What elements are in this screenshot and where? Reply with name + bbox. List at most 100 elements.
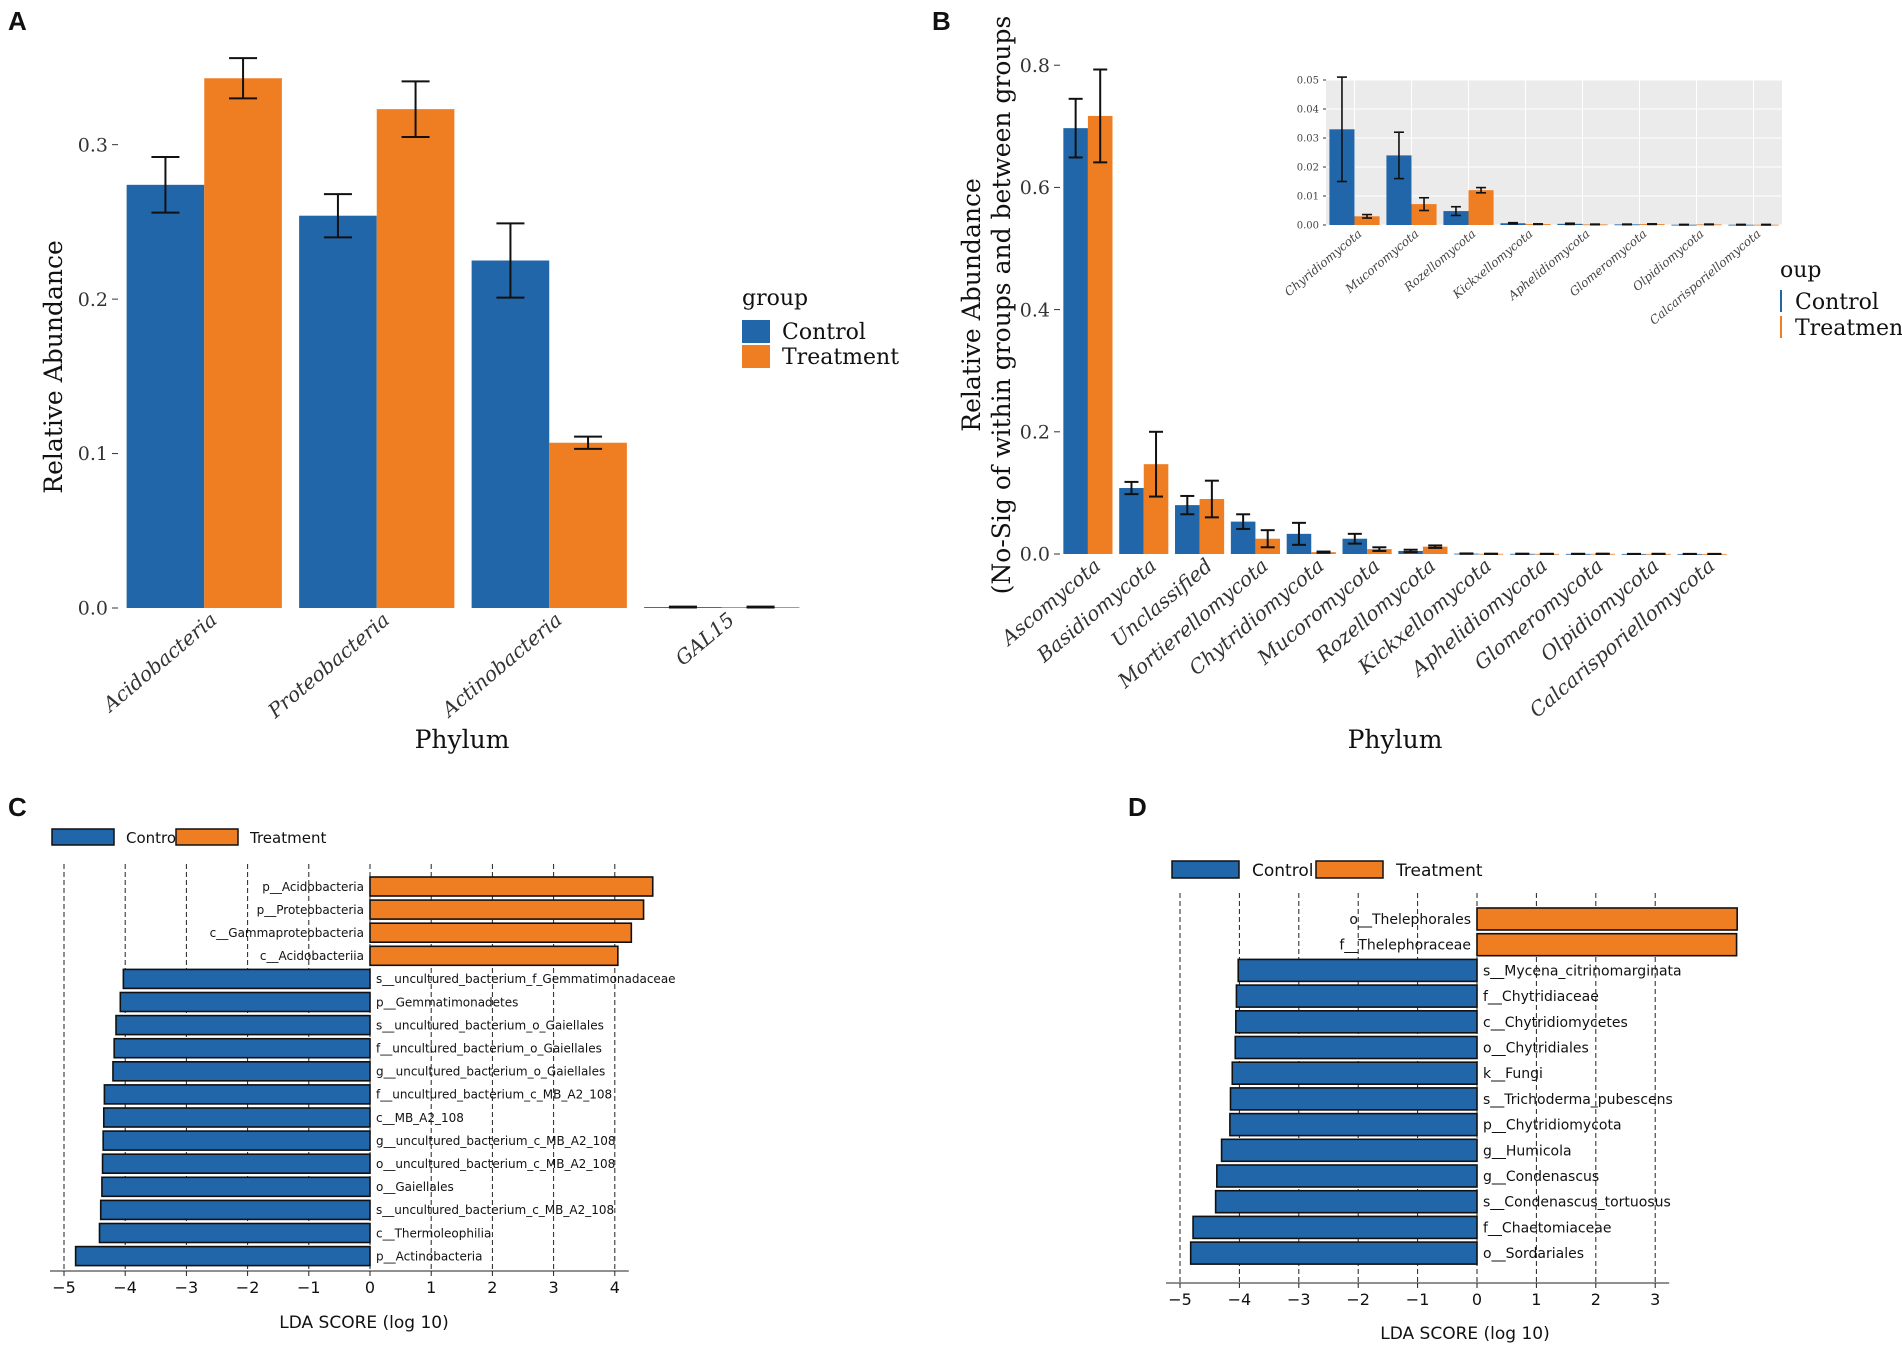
panel-d-xtick-label: 0 xyxy=(1472,1290,1482,1309)
panel-d-xtick-label: −4 xyxy=(1228,1290,1252,1309)
panel-c-bar-o-uncultured-bacterium-c-mb-a2-108 xyxy=(101,1153,371,1174)
panel-c-bar-label: c__Gammaproteobacteria xyxy=(210,926,364,940)
panel-c-bar-label: c__MB_A2_108 xyxy=(376,1111,464,1125)
panel-b-bar-control-mucoromycota xyxy=(1342,538,1368,554)
panel-a-x-label: Proteobacteria xyxy=(262,607,394,723)
panel-d-xtick-label: 2 xyxy=(1591,1290,1601,1309)
panel-c-legend-treatment: Treatment xyxy=(249,829,326,847)
panel-c-bar-s-uncultured-bacterium-o-gaiellales xyxy=(115,1014,371,1036)
panel-c-plot: −5 −4 −3 −2 −1 0 1 2 3 4 p__Acidobacteria p__Proteo… xyxy=(50,864,676,1297)
panel-b-ytick-label: 0.0 xyxy=(1020,544,1050,566)
panel-c: Control Treatment LDA SCORE (log 10) −5−… xyxy=(50,828,676,1333)
panel-d-bar-o-sordariales xyxy=(1189,1241,1478,1265)
panel-d: Control Treatment LDA SCORE (log 10) −5−… xyxy=(1166,860,1738,1344)
panel-d-bar-label: f__Chaetomiaceae xyxy=(1483,1220,1611,1236)
panel-a-bar-treatment-actinobacteria xyxy=(549,442,627,608)
panel-b-inset-bar-treatment-rozellomycota xyxy=(1468,190,1494,225)
panel-b: Phylum Relative Abundance (No-Sig of wit… xyxy=(957,16,1902,754)
panel-b-inset-ytick-label: 0.05 xyxy=(1297,76,1319,87)
panel-d-legend-swatch-treatment xyxy=(1315,860,1384,879)
panel-d-bar-s-mycena-citrinomarginata xyxy=(1237,958,1478,983)
panel-c-bar-g-uncultured-bacterium-c-mb-a2-108 xyxy=(102,1130,371,1151)
panel-d-xtick-label: −2 xyxy=(1346,1290,1370,1309)
panel-b-bar-control-ascomycota xyxy=(1063,128,1088,554)
panel-a-legend-control: Control xyxy=(782,320,866,345)
panel-d-bar-label: s__Condenascus_tortuosus xyxy=(1483,1195,1671,1211)
panel-a: Phylum Relative Abundance group Control … xyxy=(39,57,899,754)
panel-d-bar-o-chytridiales xyxy=(1234,1035,1478,1060)
panel-b-legend-treatment: Treatment xyxy=(1795,316,1902,341)
panel-b-legend-swatch-control xyxy=(1780,290,1782,312)
panel-c-xtick-label: 2 xyxy=(487,1278,497,1297)
panel-d-bar-label: o__Thelephorales xyxy=(1349,912,1471,928)
panel-a-ytick-label: 0.2 xyxy=(78,289,108,311)
panel-d-legend-treatment: Treatment xyxy=(1395,861,1483,881)
panel-a-x-label: Acidobacteria xyxy=(97,607,222,717)
panel-a-bar-treatment-proteobacteria xyxy=(376,109,455,609)
panel-a-x-label: Actinobacteria xyxy=(436,607,567,722)
panel-b-inset-ytick-label: 0.03 xyxy=(1297,134,1319,145)
panel-c-bar-label: g__uncultured_bacterium_o_Gaiellales xyxy=(376,1065,605,1079)
panel-b-x-title: Phylum xyxy=(1348,725,1443,754)
panel-d-x-title: LDA SCORE (log 10) xyxy=(1380,1324,1550,1344)
panel-a-ytick-label: 0.0 xyxy=(78,598,108,620)
panel-a-ytick-label: 0.3 xyxy=(78,134,108,156)
panel-c-xtick-label: −4 xyxy=(113,1278,137,1297)
panel-d-bar-label: g__Condenascus xyxy=(1483,1169,1599,1185)
panel-c-x-title: LDA SCORE (log 10) xyxy=(279,1313,449,1333)
panel-b-inset-ytick-label: 0.00 xyxy=(1297,221,1319,232)
panel-c-bar-label: p__Acidobacteria xyxy=(262,880,364,894)
panel-d-bar-s-trichoderma-pubescens xyxy=(1229,1087,1478,1111)
panel-d-xtick-label: −5 xyxy=(1168,1290,1192,1309)
panel-d-bar-label: k__Fungi xyxy=(1483,1066,1543,1082)
panel-c-bar-s-uncultured-bacterium-c-mb-a2-108 xyxy=(99,1199,371,1221)
panel-a-x-label: GAL15 xyxy=(671,607,739,670)
panel-a-y-title: Relative Abundance xyxy=(39,240,68,494)
panel-d-bar-label: o__Sordariales xyxy=(1483,1246,1584,1262)
panel-c-bar-s-uncultured-bacterium-f-gemmatimonadaceae xyxy=(122,968,371,990)
panel-c-bar-c-thermoleophilia xyxy=(98,1222,371,1244)
panel-d-bar-label: s__Trichoderma_pubescens xyxy=(1483,1092,1673,1108)
panel-b-bar-treatment-rozellomycota xyxy=(1422,546,1448,554)
panel-c-xtick-label: 4 xyxy=(610,1278,620,1297)
panel-a-bar-control-acidobacteria xyxy=(126,184,205,609)
panel-d-bar-o-thelephorales xyxy=(1476,907,1738,931)
panel-c-bar-label: p__Gemmatimonadetes xyxy=(376,995,518,1009)
panel-c-bar-label: c__Acidobacteriia xyxy=(260,949,364,963)
panel-c-xtick-label: −1 xyxy=(297,1278,321,1297)
panel-c-bar-label: f__uncultured_bacterium_c_MB_A2_108 xyxy=(376,1088,612,1102)
panel-b-ytick-label: 0.6 xyxy=(1020,177,1050,199)
panel-b-bar-treatment-ascomycota xyxy=(1087,115,1113,555)
panel-b-y-title-line2: (No-Sig of within groups and between gro… xyxy=(987,16,1016,595)
panel-c-bar-label: p__Actinobacteria xyxy=(376,1249,482,1263)
panel-c-legend-swatch-control xyxy=(51,828,115,846)
panel-d-bar-label: f__Chytridiaceae xyxy=(1483,989,1599,1005)
panel-c-bar-label: o__uncultured_bacterium_c_MB_A2_108 xyxy=(376,1157,615,1171)
panel-d-xtick-label: 1 xyxy=(1531,1290,1541,1309)
panel-a-bar-treatment-acidobacteria xyxy=(204,78,282,608)
panel-b-inset: 0.000.010.020.030.040.05ChyridiomycotaMu… xyxy=(1282,76,1782,328)
panel-d-bar-label: f__Thelephoraceae xyxy=(1339,938,1471,954)
panel-b-ytick-label: 0.8 xyxy=(1020,55,1050,77)
panel-b-legend-title: oup xyxy=(1780,258,1822,283)
panel-c-legend-swatch-treatment xyxy=(175,828,239,846)
panel-b-ytick-label: 0.4 xyxy=(1020,299,1050,321)
panel-a-ytick-label: 0.1 xyxy=(78,443,108,465)
panel-d-xtick-label: −1 xyxy=(1406,1290,1430,1309)
panel-b-inset-ytick-label: 0.04 xyxy=(1297,105,1319,116)
panel-c-xtick-label: 0 xyxy=(365,1278,375,1297)
panel-a-legend-title: group xyxy=(742,286,808,311)
panel-c-bar-p-actinobacteria xyxy=(74,1245,371,1267)
panel-d-bar-label: c__Chytridiomycetes xyxy=(1483,1015,1628,1031)
panel-c-xtick-label: −5 xyxy=(52,1278,76,1297)
panel-a-legend-swatch-control xyxy=(742,320,770,343)
panel-a-bar-control-actinobacteria xyxy=(471,260,550,608)
panel-d-bar-f-thelephoraceae xyxy=(1476,932,1738,957)
panel-c-bar-g-uncultured-bacterium-o-gaiellales xyxy=(112,1061,371,1082)
panel-a-legend-treatment: Treatment xyxy=(782,345,899,370)
panel-c-bar-f-uncultured-bacterium-o-gaiellales xyxy=(113,1037,371,1059)
panel-d-bar-label: g__Humicola xyxy=(1483,1143,1572,1159)
panel-d-plot: −5 −4 −3 −2 −1 0 1 2 3 o__Thelephorales f__Theleph… xyxy=(1166,893,1738,1309)
panel-c-bar-f-uncultured-bacterium-c-mb-a2-108 xyxy=(103,1084,371,1105)
